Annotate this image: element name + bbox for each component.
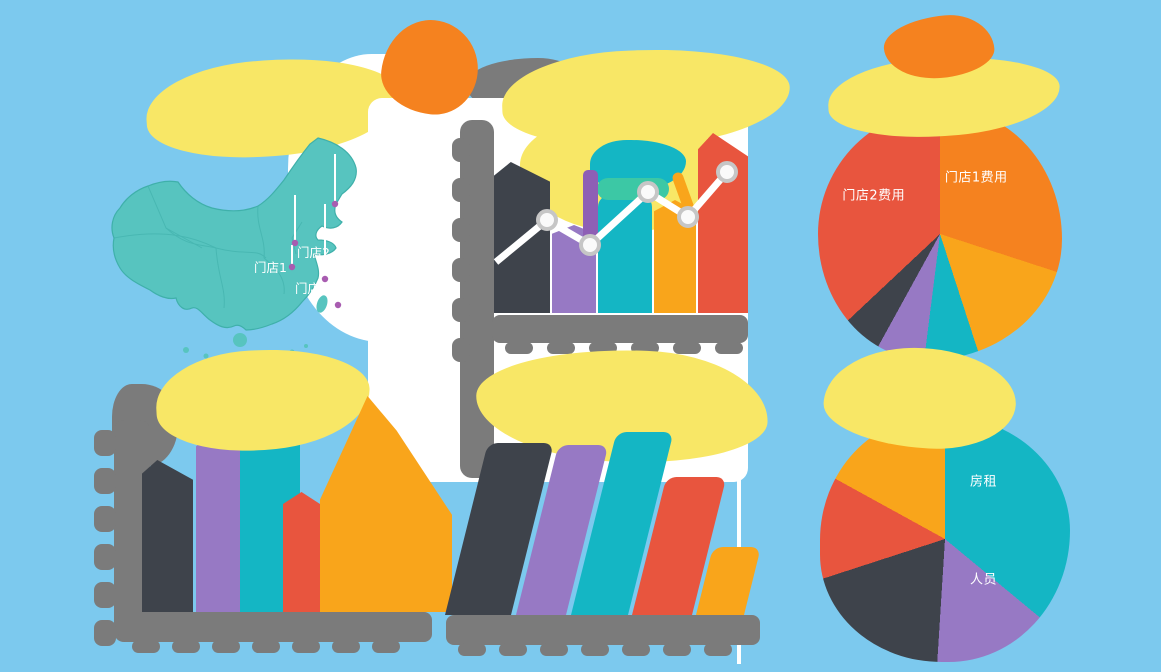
store-marker-dot: [331, 200, 339, 208]
store-marker-label: 门店1: [254, 260, 287, 275]
line-data-point: [579, 234, 601, 256]
pie-slice-label: 人员: [970, 572, 998, 588]
store-marker-label: 门店2: [297, 245, 330, 260]
store-markers: 门店1 门店2 门店3: [254, 154, 342, 309]
pie-bottom-title-band: [821, 343, 1019, 453]
combo-x-axis: [492, 315, 748, 343]
pie-slice-label: 门店1费用: [944, 170, 1008, 186]
store-marker-dot: [334, 301, 342, 309]
store-marker-dot: [288, 263, 296, 271]
line-data-point: [637, 181, 659, 203]
china-map-shape: [111, 137, 357, 331]
pie-slice-label: 房租: [970, 474, 998, 490]
expense-pie-bottom: 房租 人员: [820, 416, 1070, 662]
line-data-point: [536, 209, 558, 231]
store-marker-dot: [291, 239, 299, 247]
combo-line-chart: [493, 161, 738, 265]
province-borders: [113, 185, 303, 309]
bar-chart-bottom-left-bar-2: [196, 428, 240, 612]
hainan-island: [233, 333, 247, 347]
store-marker-label: 门店3: [295, 281, 328, 296]
bl-x-axis: [118, 612, 432, 642]
store-marker-dot: [321, 275, 329, 283]
bar-chart-bottom-left-bar-1: [142, 460, 193, 612]
taiwan-island: [316, 295, 328, 313]
line-data-point: [716, 161, 738, 183]
expense-pie-top: 门店1费用门店2费用: [818, 108, 1062, 360]
pie-slice-label: 门店2费用: [842, 188, 906, 204]
bar-chart-bottom-left-bar-4: [283, 492, 320, 612]
china-map: 门店1 门店2 门店3: [111, 137, 357, 365]
line-data-point: [677, 206, 699, 228]
bc-x-axis: [446, 615, 760, 645]
